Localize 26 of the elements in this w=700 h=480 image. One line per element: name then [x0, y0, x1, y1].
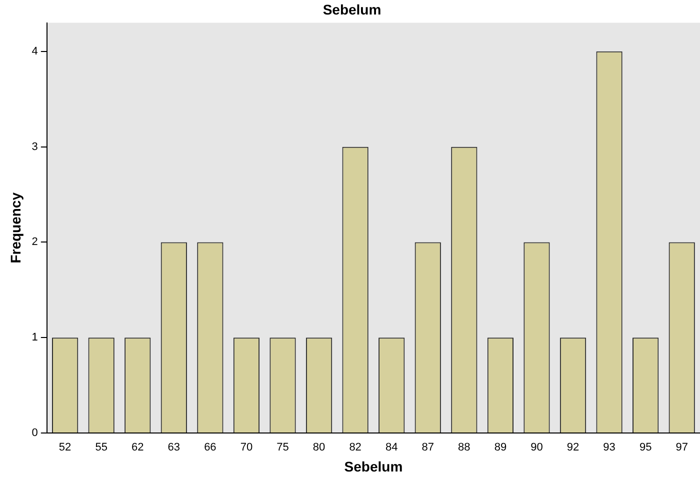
x-tick-label: 89	[494, 442, 507, 454]
chart-title: Sebelum	[322, 1, 382, 18]
x-axis-title: Sebelum	[344, 458, 403, 474]
x-tick-label: 84	[385, 442, 398, 454]
x-tick-label: 75	[276, 442, 289, 454]
x-tick-label: 66	[204, 442, 216, 454]
x-tick-label: 93	[603, 442, 616, 454]
x-tick-label: 92	[566, 442, 580, 454]
x-tick-label: 82	[349, 442, 362, 454]
x-tick-label: 63	[168, 442, 180, 454]
x-tick-label: 88	[458, 442, 470, 454]
x-tick-label: 95	[639, 442, 652, 454]
x-tick-label: 70	[240, 442, 253, 454]
y-tick-label: 0	[32, 427, 38, 440]
x-tick-label: 62	[132, 442, 144, 454]
x-tick-label: 52	[58, 442, 72, 454]
y-tick-label: 2	[32, 236, 38, 248]
y-tick-label: 3	[32, 140, 38, 153]
x-tick-label: 55	[95, 442, 108, 454]
y-axis-title: Frequency	[7, 192, 24, 264]
y-tick-label: 4	[32, 45, 38, 58]
y-tick-label: 1	[32, 332, 38, 344]
x-tick-label: 80	[312, 442, 326, 454]
x-tick-label: 97	[676, 442, 688, 454]
x-tick-label: 87	[422, 442, 434, 454]
x-tick-label: 90	[530, 442, 543, 454]
